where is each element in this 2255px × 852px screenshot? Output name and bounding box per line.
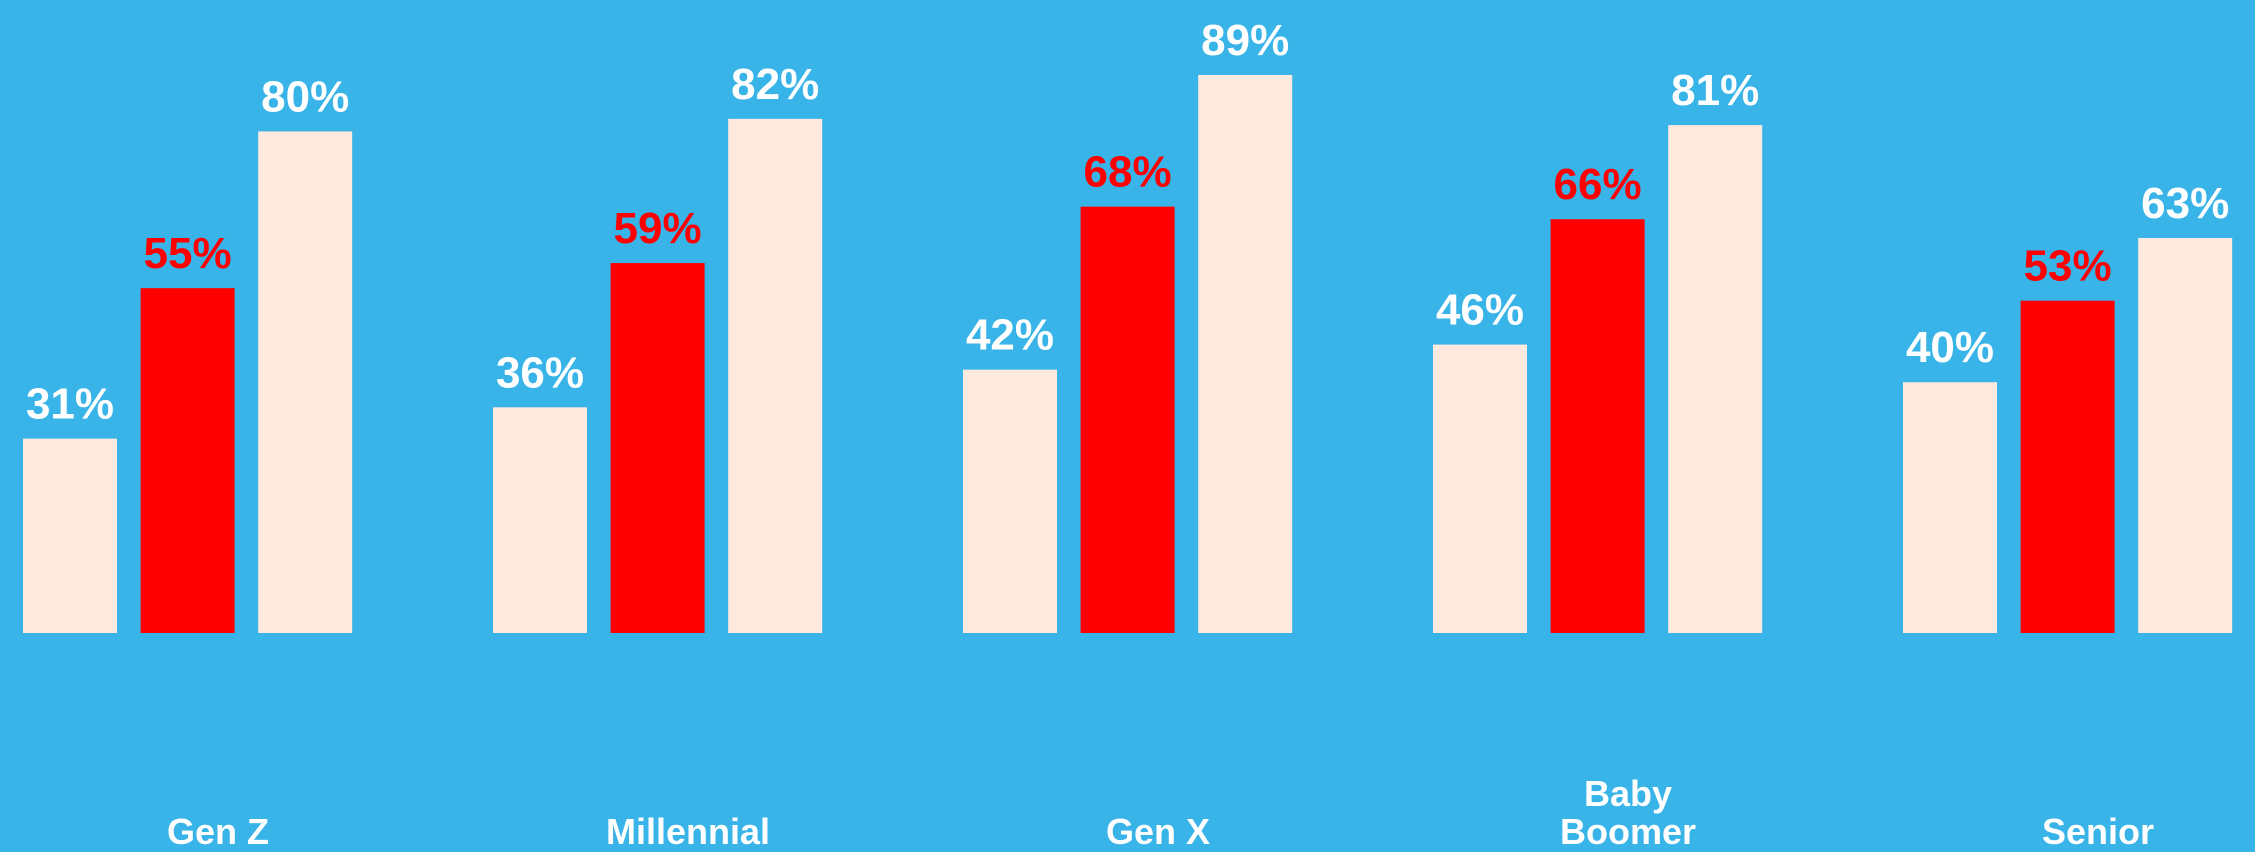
bar [493, 407, 587, 633]
value-label: 59% [614, 204, 702, 253]
bar [728, 118, 823, 634]
bar [610, 263, 705, 633]
category-label: Baby Boomer [1559, 773, 1697, 852]
bar [2138, 237, 2233, 634]
bar [23, 438, 117, 633]
value-label: 82% [731, 60, 819, 109]
value-label: 63% [2141, 179, 2229, 228]
category-label: Gen Z [166, 811, 269, 852]
value-label: 46% [1436, 286, 1524, 335]
value-label: 66% [1554, 160, 1642, 209]
value-label: 36% [496, 348, 584, 397]
value-label: 42% [966, 311, 1054, 360]
bar [1668, 125, 1763, 633]
value-label: 40% [1906, 323, 1994, 372]
category-label: Gen X [1105, 811, 1211, 852]
bar [1433, 344, 1527, 633]
value-label: 53% [2024, 242, 2112, 291]
value-label: 31% [26, 380, 114, 429]
bar [1550, 219, 1645, 633]
value-label: 68% [1084, 148, 1172, 197]
bar [140, 288, 235, 633]
bar [1198, 74, 1293, 634]
value-label: 55% [144, 229, 232, 278]
bar [1080, 206, 1175, 633]
bar [258, 131, 353, 633]
value-label: 89% [1201, 16, 1289, 65]
bar [963, 369, 1057, 633]
bar [1903, 382, 1997, 633]
category-label: Senior [2041, 811, 2155, 852]
value-label: 81% [1671, 66, 1759, 115]
value-label: 80% [261, 72, 349, 121]
category-label: Millennial [605, 811, 771, 852]
bar [2020, 300, 2115, 633]
